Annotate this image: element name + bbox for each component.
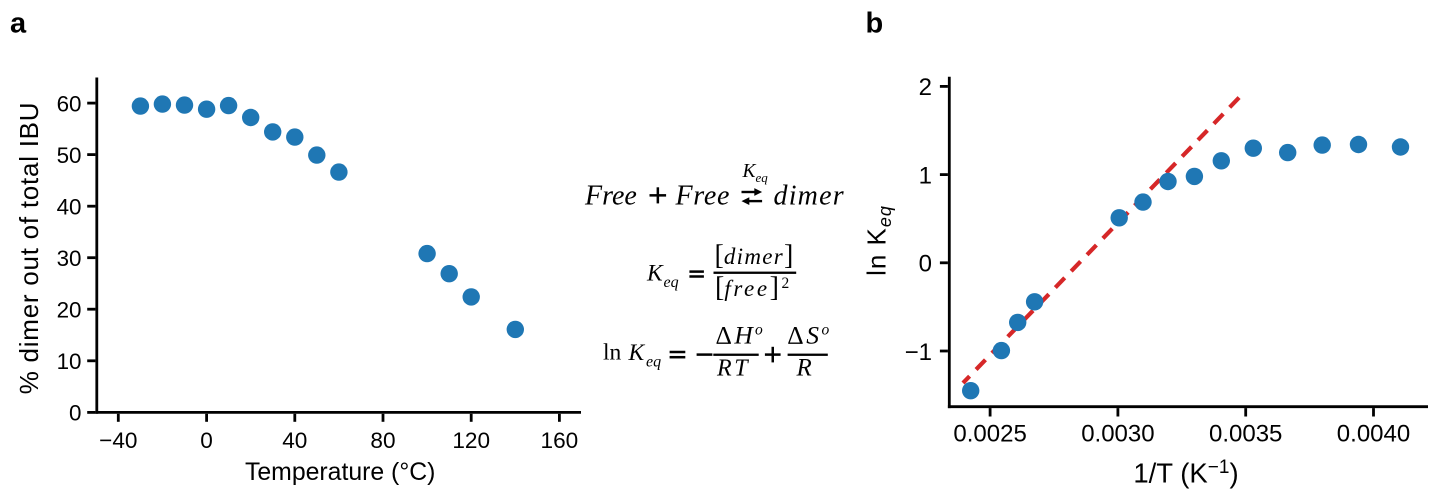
svg-text:eq: eq: [646, 354, 661, 371]
svg-text:120: 120: [452, 428, 490, 453]
svg-text:160: 160: [541, 428, 579, 453]
svg-text:30: 30: [57, 246, 82, 271]
svg-text:Free: Free: [675, 181, 731, 212]
svg-text:% dimer out of total IBU: % dimer out of total IBU: [14, 102, 44, 395]
svg-text:eq: eq: [664, 274, 679, 291]
svg-text:60: 60: [57, 91, 82, 116]
svg-text:80: 80: [370, 428, 395, 453]
svg-text:20: 20: [57, 297, 82, 322]
svg-text:Free: Free: [584, 181, 637, 212]
svg-text:0.0025: 0.0025: [953, 421, 1026, 448]
svg-text:K: K: [646, 260, 664, 286]
svg-text:a: a: [10, 7, 27, 39]
svg-text:eq: eq: [756, 170, 769, 185]
svg-text:[dimer]: [dimer]: [715, 240, 794, 271]
svg-text:0.0040: 0.0040: [1337, 421, 1410, 448]
svg-text:40: 40: [282, 428, 307, 453]
svg-text:R: R: [796, 355, 812, 382]
svg-text:1: 1: [919, 162, 932, 189]
svg-text:−1: −1: [905, 339, 932, 366]
svg-text:−40: −40: [99, 428, 137, 453]
svg-text:0: 0: [200, 428, 213, 453]
svg-text:ΔS: ΔS: [787, 321, 821, 350]
svg-text:o: o: [755, 322, 763, 339]
svg-text:0.0030: 0.0030: [1081, 421, 1154, 448]
svg-text:dimer: dimer: [774, 181, 845, 212]
svg-text:ΔH: ΔH: [716, 321, 756, 350]
svg-text:[free]: [free]: [715, 272, 779, 303]
svg-text:0.0035: 0.0035: [1209, 421, 1282, 448]
svg-text:0: 0: [69, 401, 81, 426]
svg-text:K: K: [742, 161, 757, 182]
svg-text:ln Keq: ln Keq: [862, 205, 896, 276]
svg-text:RT: RT: [716, 356, 750, 382]
svg-text:2: 2: [782, 275, 790, 292]
svg-text:0: 0: [919, 251, 932, 278]
svg-text:K: K: [628, 340, 646, 366]
svg-text:2: 2: [919, 74, 932, 101]
svg-text:50: 50: [57, 143, 82, 168]
svg-text:40: 40: [57, 194, 82, 219]
svg-text:Temperature (°C): Temperature (°C): [245, 459, 435, 486]
svg-text:ln: ln: [603, 340, 622, 366]
svg-text:b: b: [866, 7, 884, 39]
svg-text:10: 10: [57, 349, 82, 374]
svg-text:o: o: [822, 322, 830, 339]
